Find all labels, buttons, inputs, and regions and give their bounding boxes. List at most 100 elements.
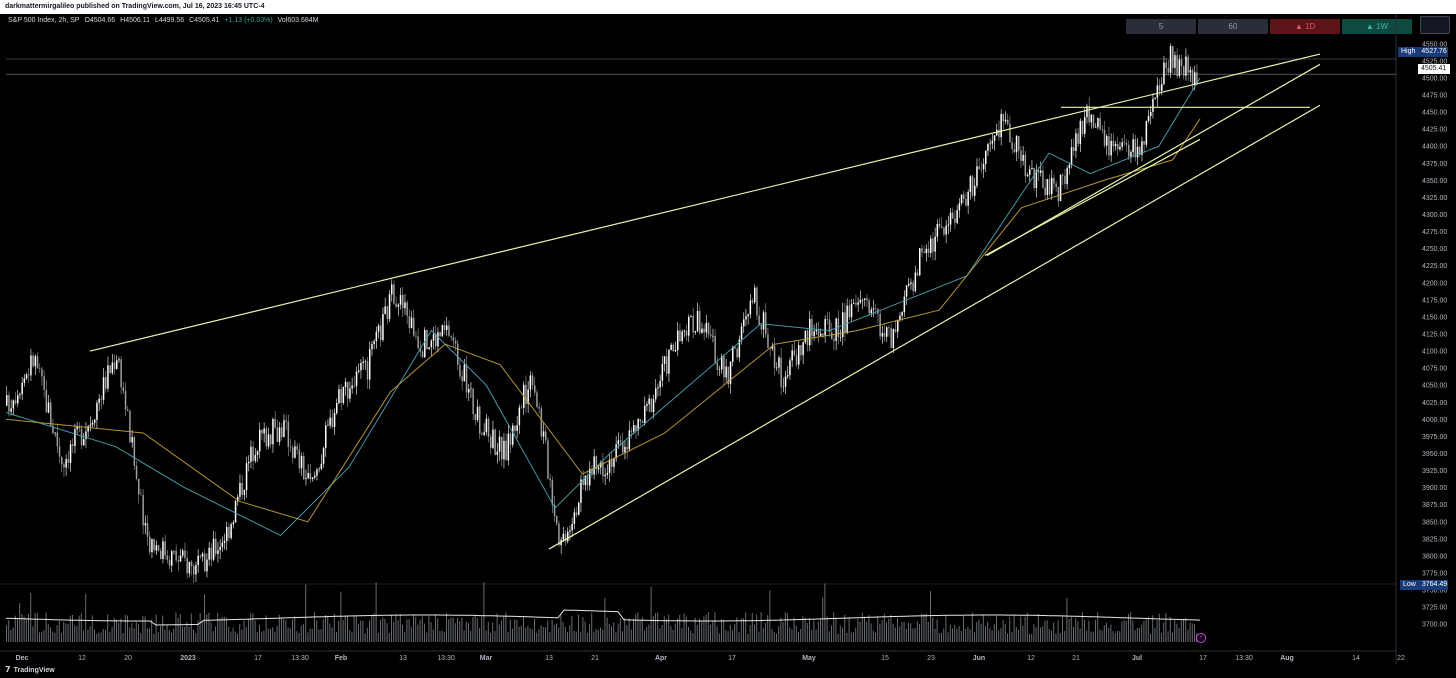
volume-bar xyxy=(234,631,236,642)
candle-body xyxy=(309,473,312,480)
volume-bar xyxy=(780,617,782,642)
candle-body xyxy=(820,333,822,336)
candle-body xyxy=(307,473,309,479)
candle-body xyxy=(886,327,888,337)
candle-body xyxy=(833,339,835,341)
candle-body xyxy=(1121,142,1123,147)
volume-bar xyxy=(437,618,439,642)
timeframe-1d-button[interactable]: ▲ 1D xyxy=(1270,19,1340,34)
volume-bar xyxy=(305,584,307,642)
candle-body xyxy=(373,341,375,344)
candle-body xyxy=(782,386,785,388)
candle-body xyxy=(54,432,56,434)
volume-bar xyxy=(811,629,813,642)
candle-body xyxy=(1079,120,1082,144)
volume-bar xyxy=(855,627,857,642)
candle-body xyxy=(1110,140,1112,156)
candle-body xyxy=(347,382,349,399)
candle-body xyxy=(85,431,87,440)
volume-bar xyxy=(800,628,802,642)
volume-bar xyxy=(10,629,12,642)
candle-body xyxy=(289,446,292,448)
volume-bar xyxy=(930,591,931,642)
volume-bar xyxy=(637,612,639,642)
candle-body xyxy=(281,427,283,437)
volume-bar xyxy=(1119,631,1121,642)
volume-bar xyxy=(472,617,474,642)
chart-settings-button[interactable] xyxy=(1420,16,1450,34)
candle-body xyxy=(661,363,664,381)
volume-bar xyxy=(303,624,304,642)
volume-bar xyxy=(479,628,480,642)
time-axis-tick-1: 12 xyxy=(78,655,86,662)
candle-body xyxy=(1103,129,1106,146)
candle-body xyxy=(608,459,611,473)
candle-body xyxy=(938,223,941,227)
volume-bar xyxy=(892,623,894,642)
volume-bar xyxy=(802,616,804,642)
volume-bar xyxy=(96,633,98,642)
candle-body xyxy=(479,406,481,434)
volume-bar xyxy=(560,614,562,642)
candle-body xyxy=(1132,139,1134,153)
volume-bar xyxy=(164,629,166,642)
volume-bar xyxy=(512,628,513,642)
price-chart[interactable]: 4550.00 4525.00 4500.00 4475.00 4450.00 4425.… xyxy=(0,14,1456,664)
volume-bar xyxy=(694,617,696,642)
candle-body xyxy=(133,437,136,466)
candle-body xyxy=(1046,178,1049,196)
volume-bar xyxy=(179,613,181,642)
volume-bar xyxy=(864,616,865,642)
publisher-info: darkmattermirgalileo published on Tradin… xyxy=(0,0,1456,14)
volume-bar xyxy=(69,615,71,642)
symbol-name[interactable]: S&P 500 Index, 2h, SP xyxy=(8,17,80,24)
candle-body xyxy=(98,398,100,403)
volume-bar xyxy=(806,623,808,642)
volume-bar xyxy=(129,627,131,642)
candle-body xyxy=(778,357,780,368)
timeframe-1w-button[interactable]: ▲ 1W xyxy=(1342,19,1412,34)
candle-body xyxy=(23,378,26,383)
trendline-0 xyxy=(89,53,1321,352)
volume-bar xyxy=(237,633,238,642)
timeframe-5-button[interactable]: 5 xyxy=(1126,19,1196,34)
volume-bar xyxy=(281,617,282,642)
candle-body xyxy=(795,355,798,365)
candle-body xyxy=(670,344,672,350)
candle-body xyxy=(142,495,144,526)
candle-body xyxy=(760,325,763,330)
volume-bar xyxy=(982,615,984,642)
volume-bar xyxy=(707,612,709,642)
volume-bar xyxy=(430,622,432,642)
volume-bar xyxy=(606,617,608,642)
volume-bar xyxy=(461,617,463,642)
candle-body xyxy=(188,561,191,574)
volume-bar xyxy=(30,592,32,642)
volume-bar xyxy=(377,632,379,642)
candle-body xyxy=(494,429,496,455)
countdown-timer-icon[interactable]: ⚡ xyxy=(1196,633,1206,643)
tradingview-footer[interactable]: 𝟳 TradingView xyxy=(5,665,55,674)
timeframe-60-button[interactable]: 60 xyxy=(1198,19,1268,34)
volume-bar xyxy=(1048,628,1050,642)
candle-body xyxy=(1013,149,1016,153)
volume-bar xyxy=(1161,633,1162,642)
candle-body xyxy=(107,365,109,389)
volume-bar xyxy=(318,629,320,642)
candle-body xyxy=(1158,85,1161,91)
volume-bar xyxy=(1015,626,1017,642)
candle-body xyxy=(1073,147,1075,151)
volume-bar xyxy=(435,614,436,642)
volume-bar xyxy=(1132,620,1134,642)
candle-body xyxy=(113,362,116,369)
candle-body xyxy=(1070,147,1073,165)
volume-bar xyxy=(773,632,775,642)
volume-bar xyxy=(1097,612,1099,642)
volume-bar xyxy=(542,627,544,642)
price-axis-tick-2: 4500.00 xyxy=(1422,75,1447,82)
volume-bar xyxy=(622,631,623,642)
candle-body xyxy=(993,135,996,141)
volume-bar xyxy=(611,626,612,642)
volume-bar xyxy=(626,624,628,642)
price-axis-tick-27: 3875.00 xyxy=(1422,502,1447,509)
